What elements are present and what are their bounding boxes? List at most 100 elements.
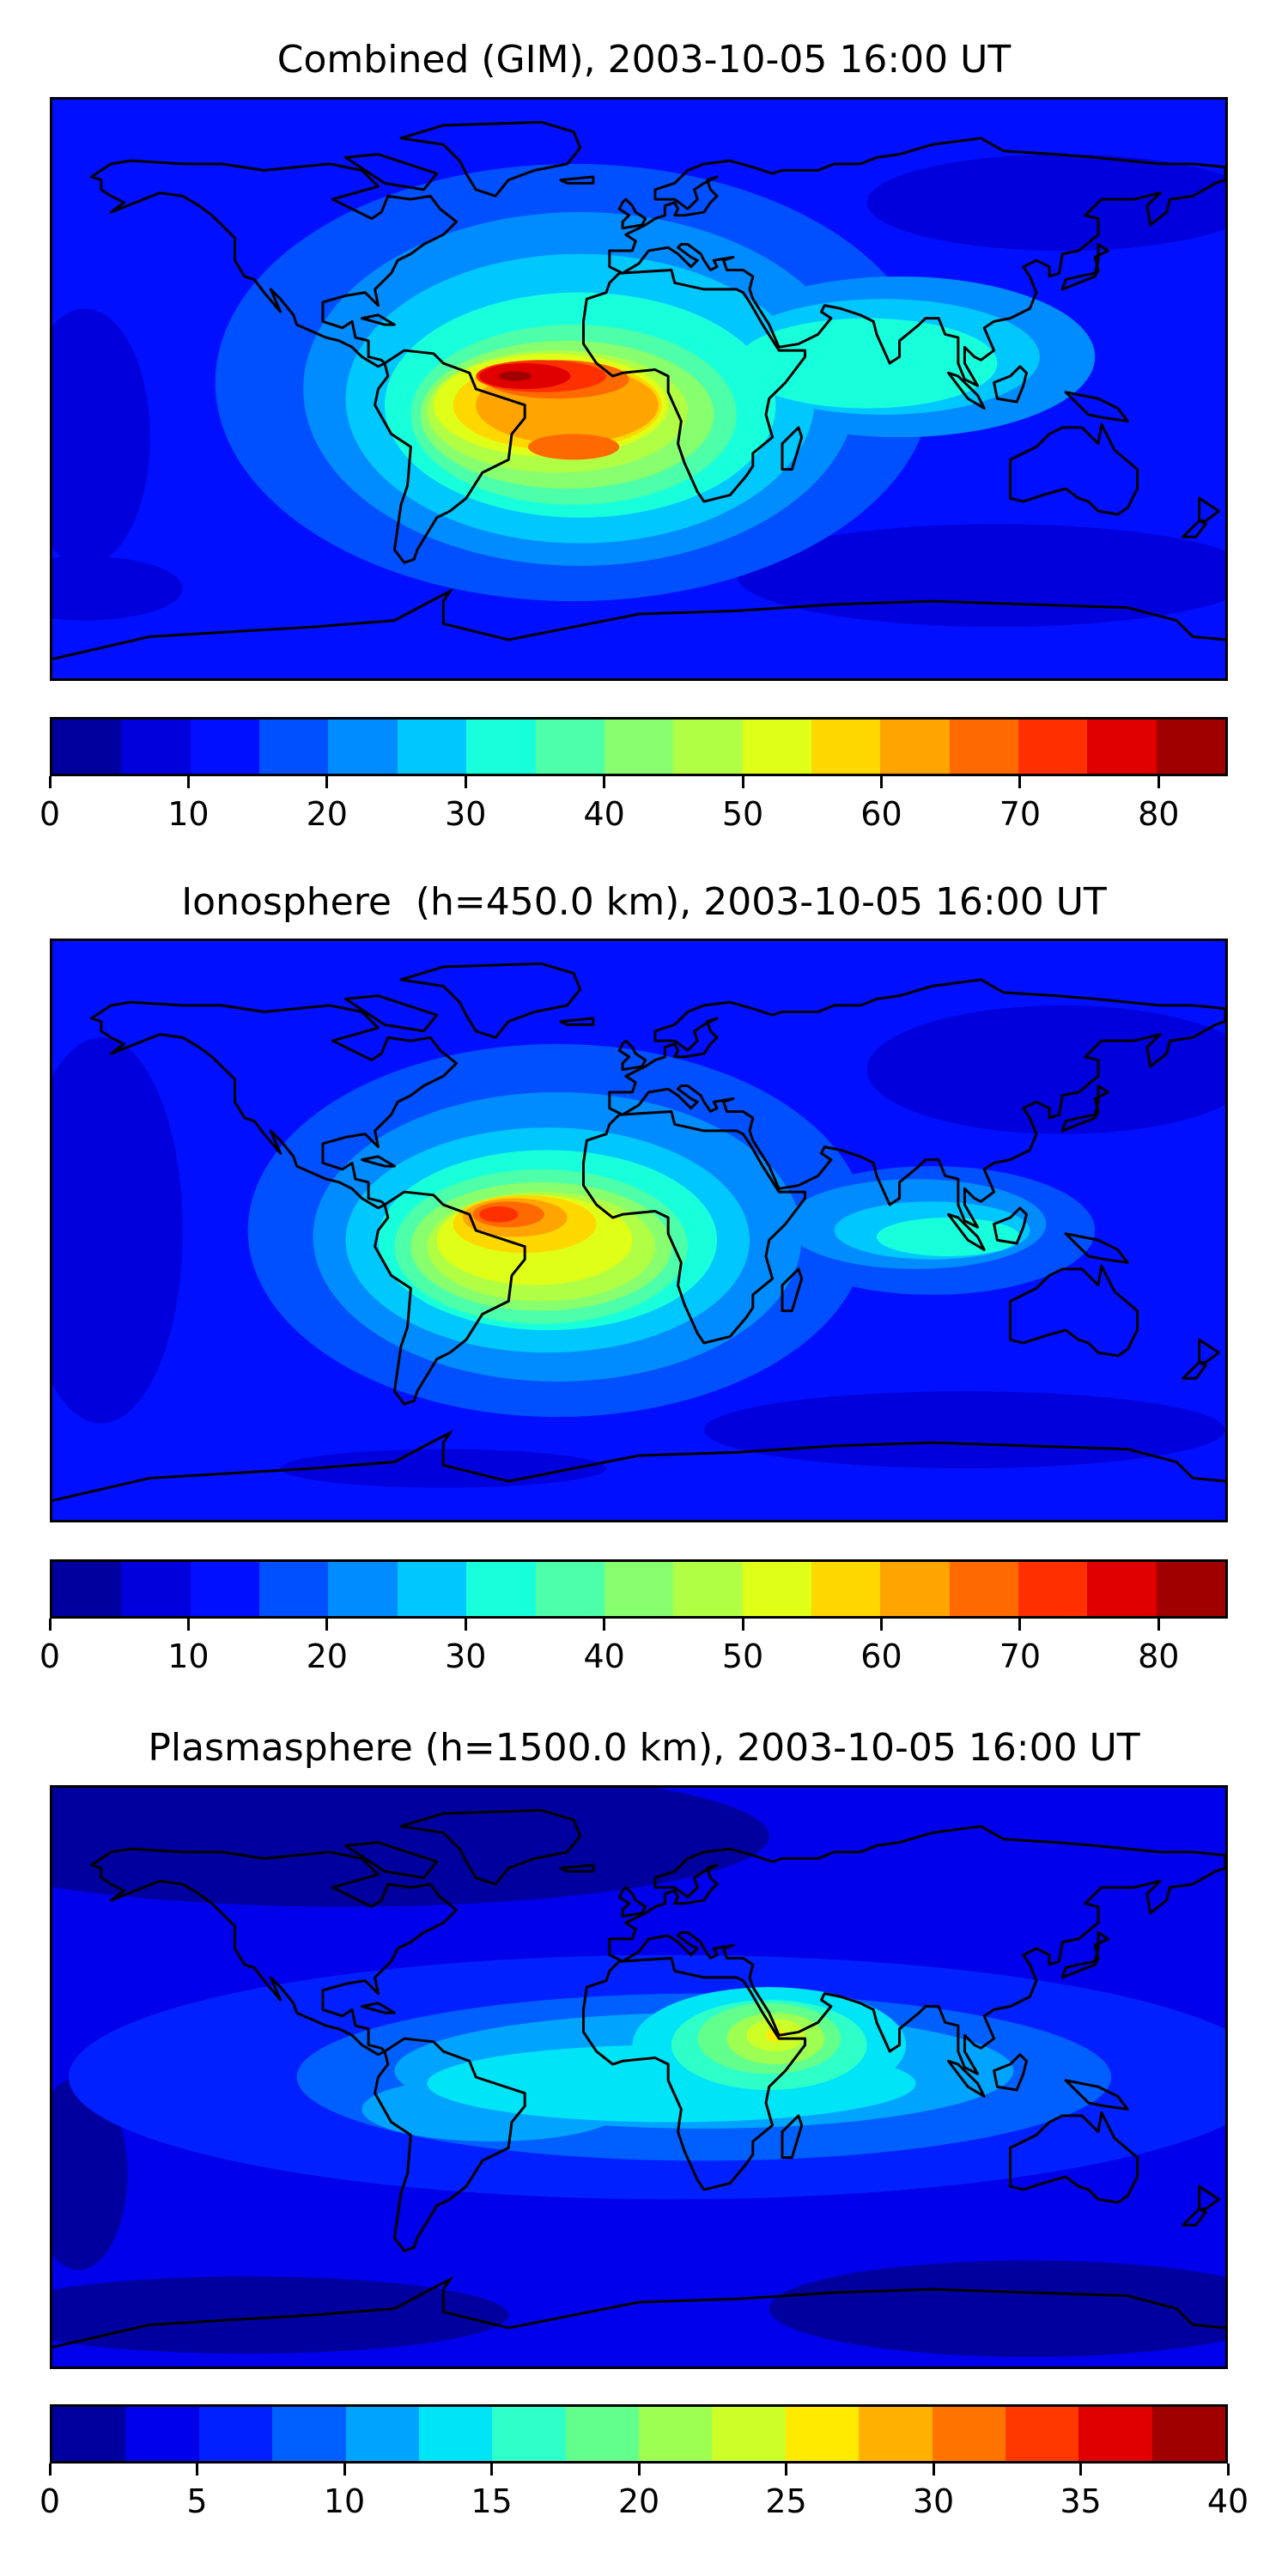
- colorbar-segment-11: [811, 720, 881, 774]
- colorbar-segment-16: [1156, 1562, 1226, 1616]
- colorbar: [50, 1559, 1228, 1619]
- coastline: [619, 1887, 645, 1917]
- colorbar-tick-mark: [879, 1619, 883, 1631]
- colorbar-segment-16: [1156, 720, 1226, 774]
- colorbar-segment-7: [535, 720, 605, 774]
- colorbar-tick-label: 10: [167, 795, 210, 833]
- colorbar-tick-mark: [741, 776, 744, 788]
- coastline: [994, 1208, 1027, 1243]
- colorbar-tick-mark: [1018, 1619, 1022, 1631]
- coastline: [361, 315, 394, 325]
- coastline: [948, 1214, 984, 1249]
- colorbar-tick-mark: [464, 1619, 467, 1631]
- coastline: [1183, 1363, 1206, 1379]
- contour-fill-level-1: [52, 1037, 183, 1424]
- colorbar-segment-13: [949, 720, 1019, 774]
- colorbar-segment-6: [466, 1562, 536, 1616]
- colorbar-tick-mark: [48, 2464, 52, 2476]
- colorbar-tick-label: 50: [721, 1637, 764, 1675]
- colorbar-segment-4: [345, 2407, 419, 2461]
- coastline: [92, 1849, 457, 2055]
- colorbar-tick-mark: [741, 1619, 744, 1631]
- colorbar-tick-label: 10: [323, 2482, 366, 2520]
- colorbar: [50, 2404, 1228, 2464]
- colorbar-segment-3: [259, 1562, 329, 1616]
- colorbar-tick-mark: [785, 2464, 787, 2476]
- colorbar-tick-label: 60: [860, 1637, 902, 1675]
- colorbar-ticks: 0 10 20 30 40 50 60 70 80: [39, 1619, 1228, 1687]
- coastline: [1066, 1234, 1127, 1263]
- colorbar-tick-label: 40: [1206, 2482, 1249, 2520]
- colorbar-tick-label: 80: [1138, 1637, 1180, 1675]
- colorbar-segment-10: [785, 2407, 860, 2461]
- colorbar-tick-label: 20: [306, 795, 348, 833]
- contour-fill-level-0: [52, 2276, 509, 2354]
- colorbar-tick-mark: [343, 2464, 346, 2476]
- colorbar-tick-label: 30: [445, 1637, 487, 1675]
- colorbar-tick-mark: [879, 776, 883, 788]
- coastline: [346, 155, 437, 190]
- coastline: [619, 199, 645, 228]
- colorbar-segment-4: [328, 1562, 398, 1616]
- colorbar-segment-9: [673, 1562, 743, 1616]
- colorbar-segment-0: [52, 720, 122, 774]
- coastline: [994, 367, 1027, 402]
- colorbar-tick-mark: [637, 2464, 641, 2476]
- coastline: [583, 1111, 805, 1343]
- map-plot: [52, 100, 1225, 678]
- colorbar-segment-1: [125, 2407, 199, 2461]
- coastline: [561, 1018, 593, 1024]
- colorbar-tick-label: 0: [39, 1637, 61, 1675]
- coastline: [1062, 1086, 1108, 1131]
- colorbar-tick-label: 70: [999, 795, 1042, 833]
- contour-fill-level-1: [52, 556, 183, 621]
- colorbar-tick-label: 30: [445, 795, 487, 833]
- coastline: [583, 270, 805, 501]
- colorbar-tick-mark: [48, 776, 52, 788]
- colorbar-segment-5: [397, 720, 467, 774]
- coastline: [1183, 2209, 1206, 2226]
- contour-fill-level-1: [736, 524, 1225, 628]
- colorbar-segment-8: [639, 2407, 713, 2461]
- coastline: [52, 1433, 1225, 1501]
- colorbar-ticks: 0 10 20 30 40 50 60 70 80: [39, 776, 1228, 845]
- coastline: [375, 1192, 526, 1404]
- colorbar-tick-label: 25: [765, 2482, 807, 2520]
- contour-fill-level-16: [498, 371, 532, 381]
- coastline: [782, 2116, 802, 2158]
- colorbar-tick-mark: [603, 776, 606, 788]
- coastline: [782, 428, 802, 470]
- colorbar-tick-label: 20: [617, 2482, 660, 2520]
- coastline: [1066, 2081, 1127, 2110]
- tec-map: [50, 97, 1228, 681]
- colorbar-tick-mark: [1157, 1619, 1160, 1631]
- colorbar-segment-11: [859, 2407, 933, 2461]
- colorbar-tick-mark: [490, 2464, 493, 2476]
- contour-fill-level-6: [876, 1218, 1020, 1256]
- colorbar-tick-mark: [1079, 2464, 1082, 2476]
- colorbar-segment-15: [1087, 720, 1157, 774]
- colorbar-ticks: 0 5 10 15 20 25 30 35 40: [39, 2464, 1249, 2532]
- coastline: [561, 1865, 593, 1871]
- coastline: [361, 1157, 394, 1166]
- colorbar-tick-label: 0: [39, 2482, 61, 2520]
- coastline: [1066, 392, 1127, 422]
- contour-fill-level-0: [52, 1788, 769, 1907]
- plot-title: Plasmasphere (h=1500.0 km), 2003-10-05 1…: [148, 1726, 1140, 1770]
- coastline: [375, 350, 526, 562]
- coastline: [583, 1958, 805, 2190]
- colorbar-tick-label: 30: [912, 2482, 955, 2520]
- map-plot: [52, 1788, 1225, 2366]
- contour-fill-level-0: [769, 2260, 1225, 2357]
- colorbar-segment-2: [190, 720, 260, 774]
- coastline: [346, 1843, 437, 1878]
- coastline: [52, 592, 1225, 659]
- colorbar-segment-14: [1018, 720, 1088, 774]
- map-plot: [52, 941, 1225, 1520]
- coastline: [619, 1041, 645, 1070]
- coastline: [401, 1810, 580, 1884]
- coastline: [361, 2003, 394, 2013]
- coastline: [561, 177, 593, 183]
- colorbar-segment-5: [418, 2407, 493, 2461]
- colorbar-tick-mark: [325, 776, 329, 788]
